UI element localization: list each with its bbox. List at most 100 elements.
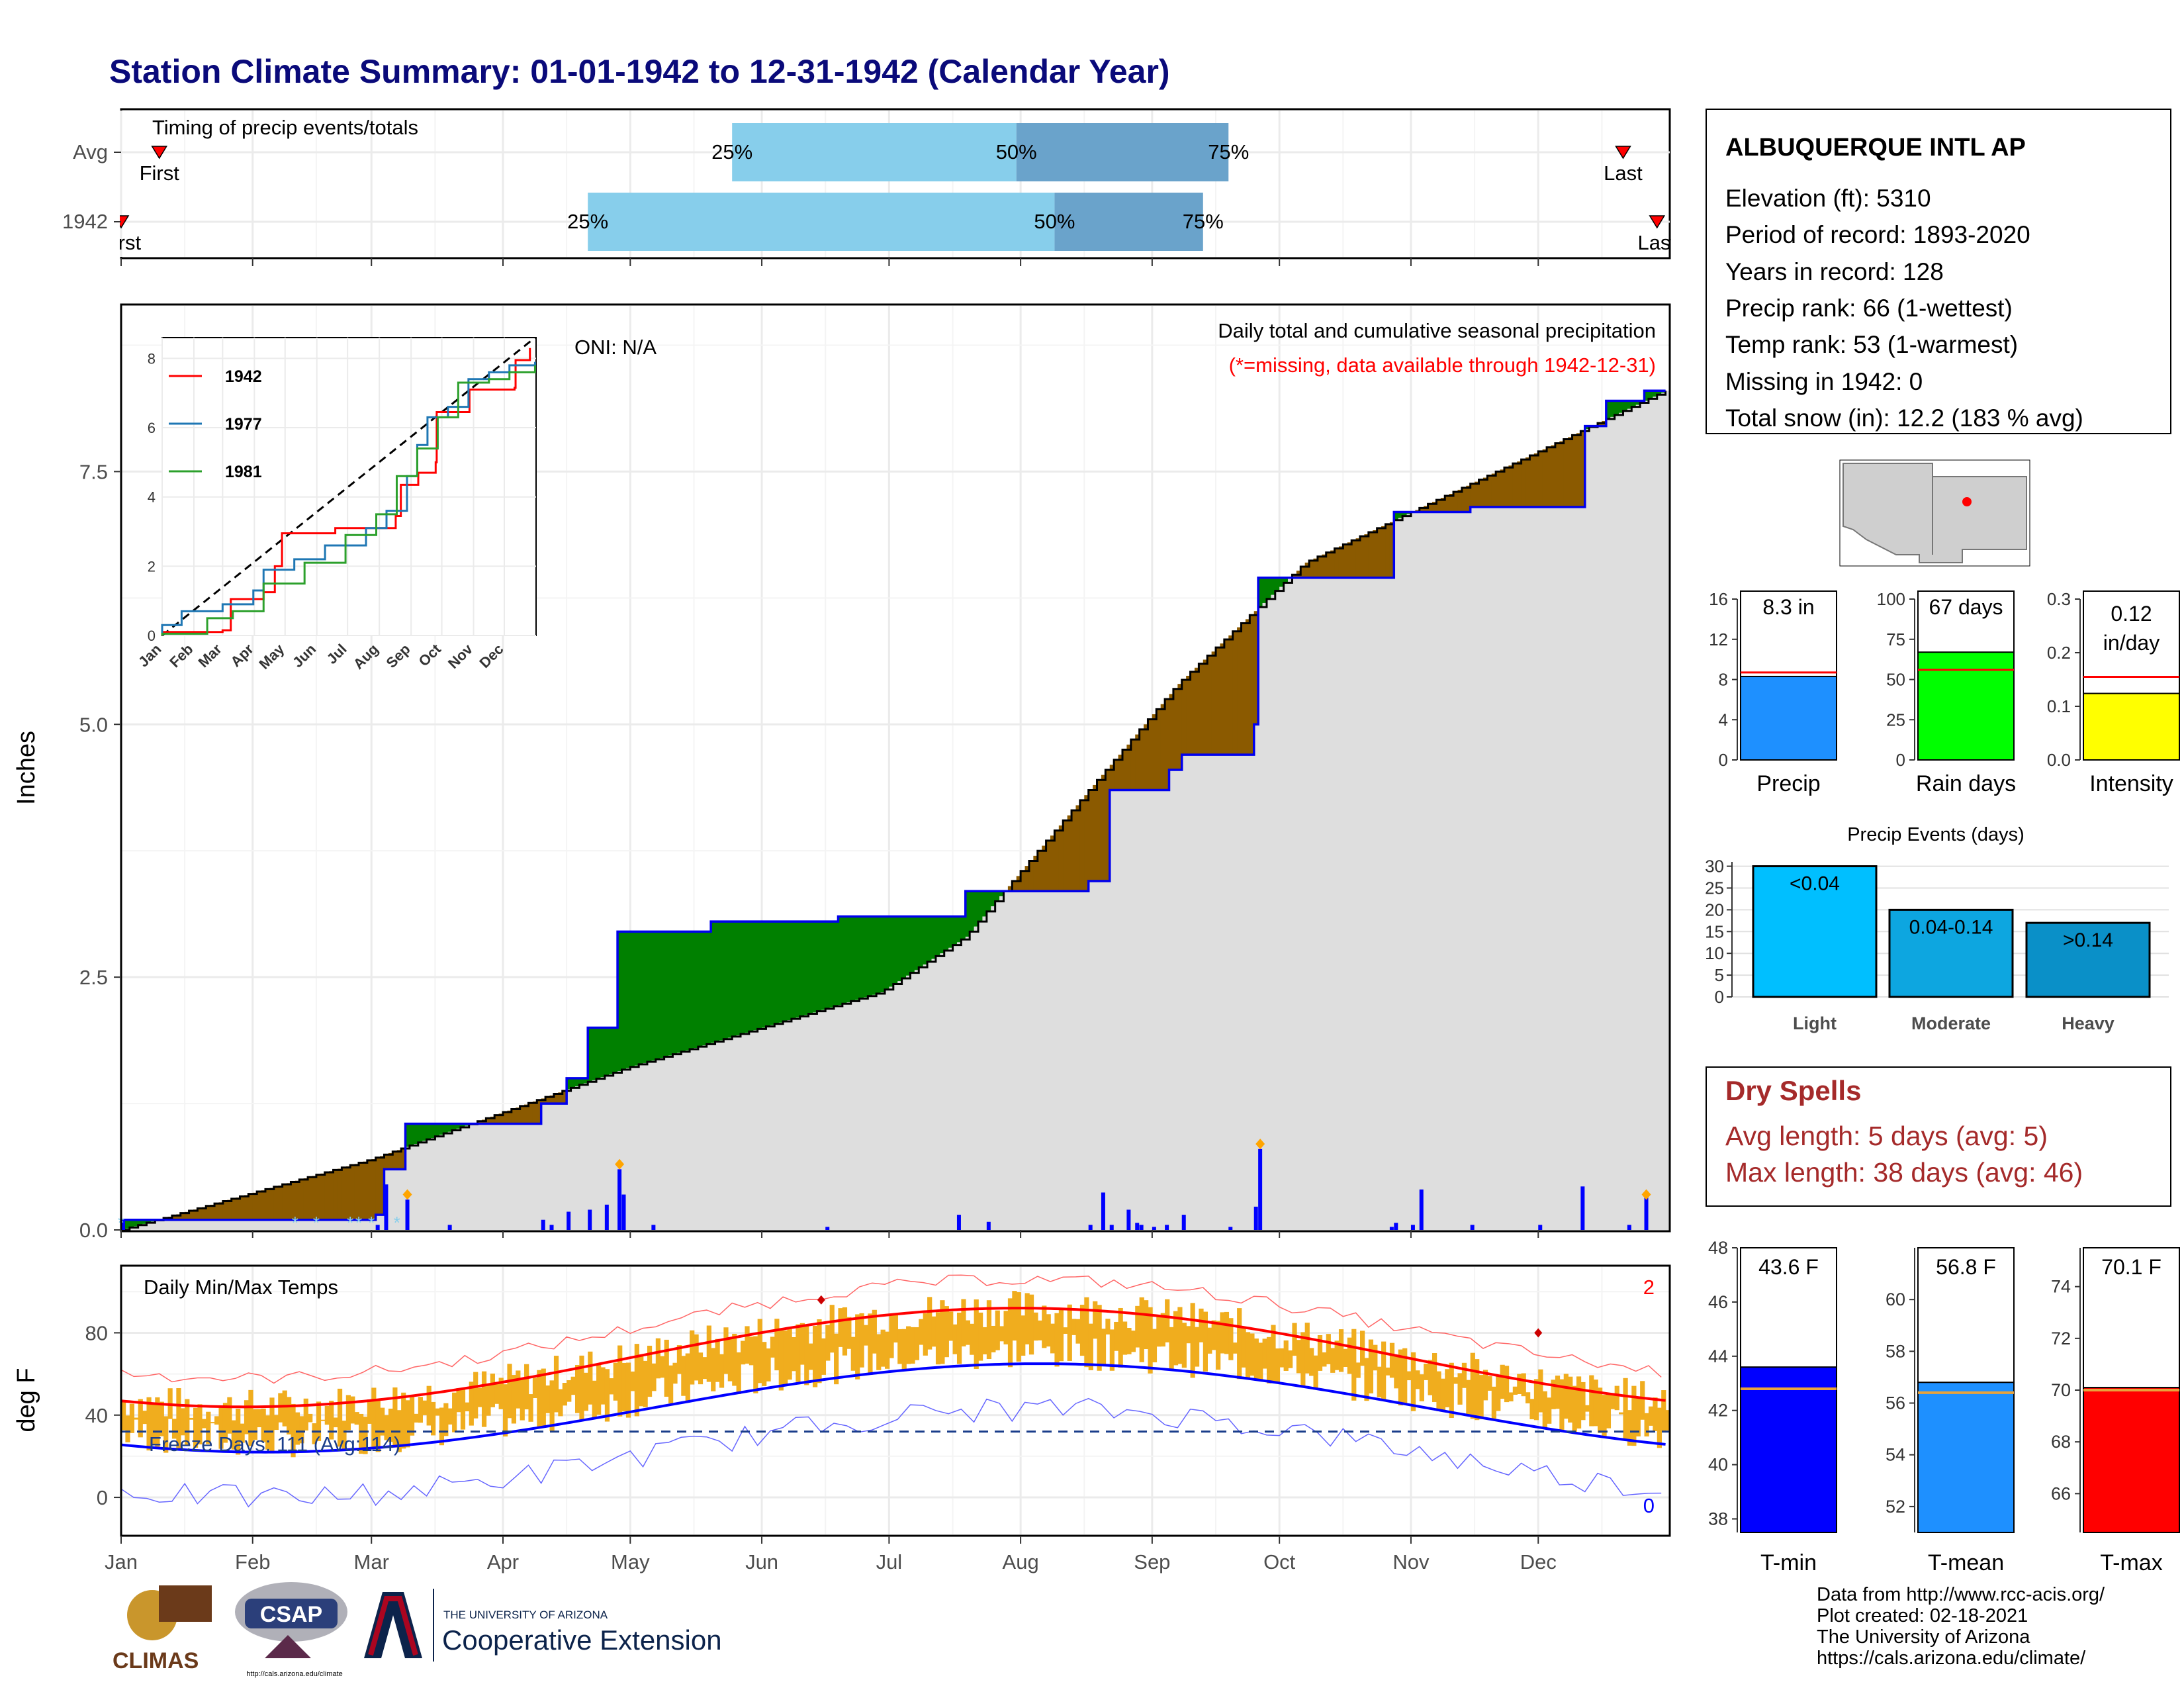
timing-panel: Avg25%50%75%FirstLast194225%50%75%FirstL…: [0, 99, 1698, 265]
daily-temp-range-bar: [155, 1397, 160, 1448]
precip-base-fill: [762, 1027, 767, 1230]
precip-departure-fill: [176, 1214, 181, 1220]
daily-temp-range-bar: [320, 1419, 326, 1421]
precip-departure-fill: [273, 1186, 279, 1220]
daily-temp-range-bar: [859, 1313, 864, 1368]
daily-temp-range-bar: [970, 1323, 975, 1355]
precip-departure-fill: [329, 1171, 334, 1220]
precip-departure-fill: [1169, 694, 1174, 770]
climas-logo: CLIMAS: [113, 1585, 212, 1673]
precip-base-fill: [897, 981, 903, 1230]
precip-base-fill: [320, 1219, 326, 1230]
precip-departure-fill: [1016, 876, 1021, 892]
month-label: Sep: [1134, 1550, 1170, 1573]
precip-departure-fill: [1275, 577, 1280, 591]
extreme-precip-marker: [402, 1189, 412, 1200]
precip-base-fill: [1377, 577, 1382, 1230]
daily-temp-range-bar: [842, 1307, 848, 1356]
precip-base-fill: [443, 1133, 449, 1230]
precip-base-fill: [829, 1007, 835, 1230]
precip-departure-fill: [507, 1110, 512, 1124]
temp-bar-tick-label: 74: [2051, 1277, 2071, 1297]
precip-base-fill: [291, 1219, 296, 1230]
daily-temp-range-bar: [329, 1401, 334, 1440]
daily-temp-range-bar: [1589, 1375, 1594, 1427]
freeze-days-label: Freeze Days: 111 (Avg:114): [149, 1432, 400, 1456]
daily-temp-range-bar: [1559, 1379, 1565, 1432]
precip-departure-fill: [180, 1213, 185, 1220]
daily-temp-range-bar: [1317, 1335, 1323, 1371]
precip-departure-fill: [952, 916, 958, 945]
precip-base-fill: [558, 1103, 563, 1230]
precip-base-fill: [1058, 891, 1064, 1230]
daily-temp-range-bar: [1563, 1374, 1569, 1419]
precip-departure-fill: [791, 921, 796, 1019]
precip-departure-fill: [206, 1205, 211, 1220]
daily-temp-range-bar: [558, 1389, 563, 1417]
daily-temp-range-bar: [723, 1327, 729, 1374]
daily-temp-range-bar: [308, 1413, 313, 1423]
daily-temp-range-bar: [1046, 1314, 1051, 1347]
precip-base-fill: [749, 1031, 754, 1230]
daily-temp-range-bar: [1271, 1325, 1276, 1382]
daily-temp-range-bar: [1169, 1327, 1174, 1370]
daily-temp-range-bar: [906, 1326, 911, 1364]
precip-base-fill: [1037, 891, 1042, 1230]
daily-temp-range-bar: [787, 1329, 792, 1380]
precip-departure-fill: [855, 916, 860, 1000]
daily-temp-range-bar: [1334, 1340, 1340, 1370]
precip-departure-fill: [583, 1078, 588, 1084]
precip-departure-fill: [553, 1094, 559, 1104]
daily-temp-range-bar: [884, 1331, 890, 1369]
precip-departure-fill: [1220, 643, 1225, 755]
daily-temp-range-bar: [621, 1362, 627, 1412]
precip-departure-fill: [923, 916, 928, 965]
precip-departure-fill: [846, 916, 852, 1003]
precip-departure-fill: [252, 1192, 257, 1220]
precip-base-fill: [206, 1219, 211, 1230]
precip-departure-fill: [592, 1027, 597, 1080]
csap-wordmark: CSAP: [260, 1602, 322, 1627]
precip-base-fill: [129, 1227, 134, 1230]
precip-base-fill: [1657, 395, 1662, 1231]
daily-precip-bar: [1627, 1225, 1631, 1230]
precip-departure-fill: [906, 916, 911, 976]
precip-base-fill: [1529, 506, 1535, 1230]
precip-departure-fill: [1109, 765, 1115, 790]
precip-departure-fill: [265, 1189, 270, 1220]
precip-departure-fill: [380, 1156, 385, 1215]
daily-temp-range-bar: [1398, 1349, 1403, 1406]
daily-temp-range-bar: [834, 1333, 839, 1385]
daily-temp-range-bar: [1296, 1340, 1302, 1374]
precip-base-fill: [1241, 755, 1246, 1230]
precip-departure-fill: [1330, 550, 1336, 578]
precip-base-fill: [660, 1058, 665, 1230]
temp-panel-frame: [120, 1264, 1671, 1537]
temp-bar-label: T-min: [1760, 1550, 1817, 1575]
daily-temp-range-bar: [1016, 1292, 1021, 1362]
daily-temp-range-bar: [532, 1378, 538, 1399]
precip-departure-fill: [1054, 830, 1060, 892]
daily-temp-range-bar: [1436, 1371, 1441, 1411]
precip-base-fill: [579, 1084, 584, 1230]
precip-base-fill: [1012, 891, 1017, 1230]
daily-temp-range-bar: [732, 1333, 737, 1386]
daily-temp-range-bar: [252, 1409, 257, 1440]
precip-departure-fill: [1394, 512, 1399, 520]
daily-temp-range-bar: [1644, 1413, 1649, 1437]
precip-base-fill: [952, 945, 958, 1230]
precip-base-fill: [1551, 506, 1556, 1230]
daily-temp-range-bar: [469, 1382, 474, 1426]
daily-temp-range-bar: [502, 1384, 508, 1437]
daily-precip-bar: [567, 1211, 571, 1230]
timing-left-margin: [0, 99, 120, 265]
precip-base-fill: [473, 1123, 478, 1230]
precip-base-fill: [1381, 577, 1387, 1230]
daily-precip-bar: [541, 1219, 545, 1230]
precip-departure-fill: [621, 931, 627, 1070]
mini-bar-tick-label: 0.0: [2047, 750, 2071, 770]
precip-departure-fill: [1653, 391, 1658, 397]
last-event-marker: [1649, 215, 1666, 229]
precip-base-fill: [1211, 755, 1216, 1230]
precip-departure-fill: [660, 931, 665, 1058]
